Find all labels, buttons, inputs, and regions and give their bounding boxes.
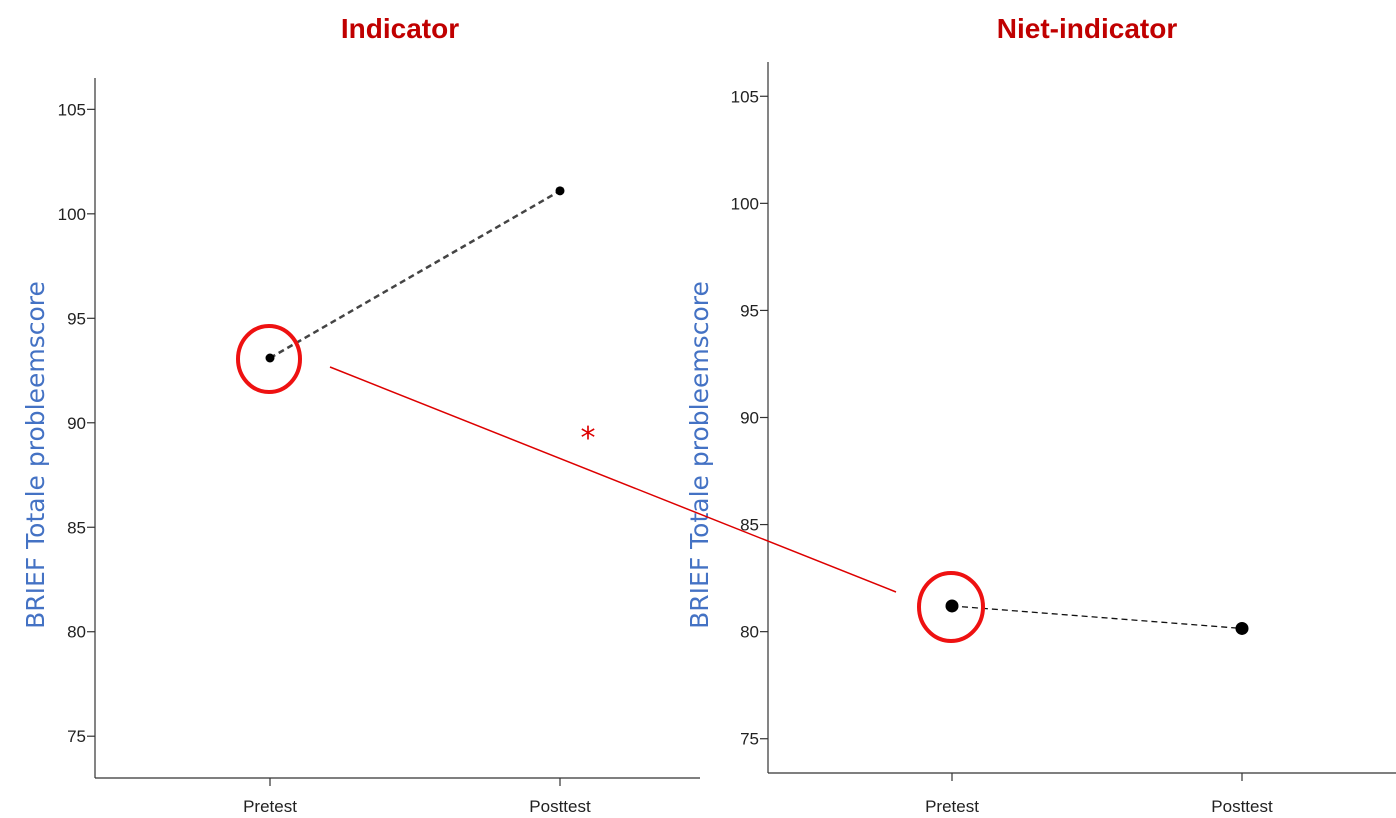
panel-indicator: Indicator BRIEF Totale probleemscore 75 80 8… — [21, 13, 700, 816]
y-tick-label: 85 — [67, 518, 86, 537]
y-tick-label: 75 — [67, 727, 86, 746]
significance-connector-line — [329, 366, 897, 593]
y-tick-label: 85 — [740, 516, 759, 535]
y-tick-label: 90 — [740, 409, 759, 428]
y-tick-label: 100 — [731, 194, 759, 213]
highlight-circle — [917, 570, 985, 643]
y-tick-label: 80 — [740, 623, 759, 642]
y-axis-label: BRIEF Totale probleemscore — [685, 281, 714, 629]
x-tick-label: Pretest — [925, 797, 979, 816]
y-tick-label: 95 — [740, 301, 759, 320]
y-tick-label: 95 — [67, 309, 86, 328]
y-axis-label: BRIEF Totale probleemscore — [21, 281, 50, 629]
y-tick-label: 75 — [740, 730, 759, 749]
highlight-circle — [236, 324, 302, 394]
y-tick-label: 105 — [58, 100, 86, 119]
x-tick-label: Posttest — [1211, 797, 1273, 816]
x-tick-label: Posttest — [529, 797, 591, 816]
data-point-posttest — [555, 186, 565, 196]
series-line — [269, 189, 561, 360]
significance-star: * — [581, 421, 596, 456]
data-point-pretest — [265, 353, 275, 363]
x-tick-label: Pretest — [243, 797, 297, 816]
panel-title: Indicator — [341, 13, 459, 44]
data-point-pretest — [945, 599, 959, 613]
significance-annotation: * — [329, 366, 897, 593]
panel-niet-indicator: Niet-indicator BRIEF Totale probleemscore… — [685, 13, 1396, 816]
y-tick-label: 105 — [731, 87, 759, 106]
y-tick-label: 100 — [58, 205, 86, 224]
panel-title: Niet-indicator — [997, 13, 1178, 44]
y-tick-label: 80 — [67, 623, 86, 642]
data-point-posttest — [1235, 621, 1249, 635]
y-tick-label: 90 — [67, 414, 86, 433]
series-line — [951, 605, 1243, 630]
